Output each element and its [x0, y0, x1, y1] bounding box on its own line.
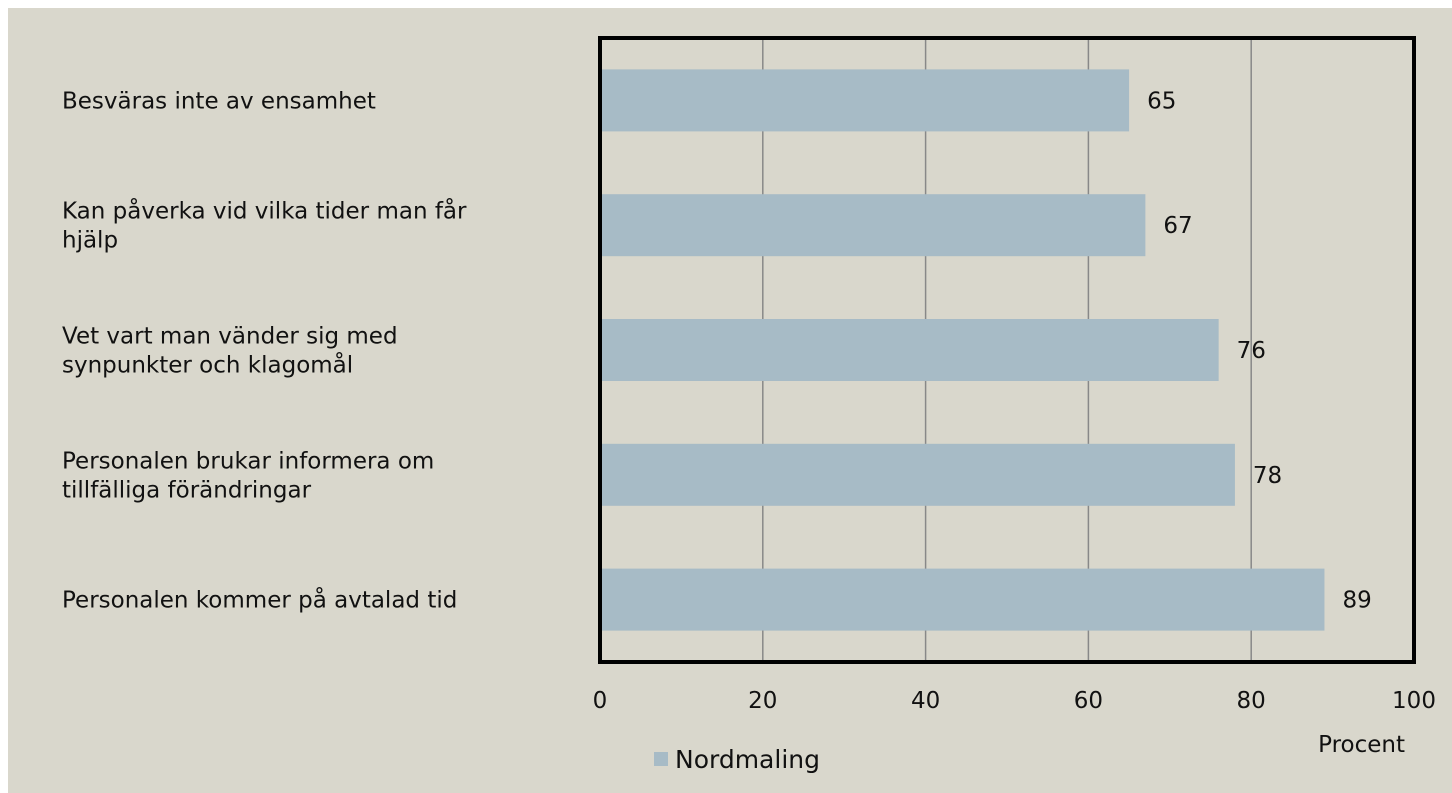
legend-swatch [654, 752, 668, 766]
x-tick-label-60: 60 [1074, 688, 1103, 714]
category-label-2: Kan påverka vid vilka tider man får hjälp [62, 197, 467, 254]
value-label-1: 65 [1147, 88, 1176, 114]
bar-4 [600, 443, 1235, 506]
x-tick-label-0: 0 [593, 688, 608, 714]
category-label-3: Vet vart man vänder sig med synpunkter oc… [62, 324, 398, 379]
category-labels: Besväras inte av ensamhet Kan påverka vid… [62, 88, 467, 613]
x-tick-label-40: 40 [911, 688, 940, 714]
category-label-5: Personalen kommer på avtalad tid [62, 586, 457, 614]
legend: Nordmaling [654, 745, 820, 774]
bar-2 [600, 194, 1146, 257]
x-tick-label-20: 20 [748, 688, 777, 714]
bar-5 [600, 568, 1325, 631]
bars [600, 69, 1325, 631]
chart-container: 65 67 76 78 89 Besväras inte av ensamhet Kan … [8, 8, 1452, 793]
bar-chart: 65 67 76 78 89 Besväras inte av ensamhet Kan … [62, 36, 1436, 774]
value-label-4: 78 [1253, 463, 1282, 489]
x-tick-label-80: 80 [1237, 688, 1266, 714]
x-tick-labels: 0 20 40 60 80 100 [593, 688, 1436, 714]
x-tick-label-100: 100 [1392, 688, 1436, 714]
bar-1 [600, 69, 1130, 132]
value-labels: 65 67 76 78 89 [1147, 88, 1372, 613]
x-axis-title: Procent [1318, 732, 1405, 758]
legend-label: Nordmaling [675, 745, 820, 774]
bar-3 [600, 319, 1219, 381]
plot-frame [598, 36, 1416, 664]
category-label-1: Besväras inte av ensamhet [62, 88, 376, 114]
category-label-4: Personalen brukar informera om tillfällig… [62, 448, 434, 503]
value-label-2: 67 [1163, 213, 1192, 239]
value-label-3: 76 [1237, 338, 1266, 364]
value-label-5: 89 [1342, 588, 1371, 614]
